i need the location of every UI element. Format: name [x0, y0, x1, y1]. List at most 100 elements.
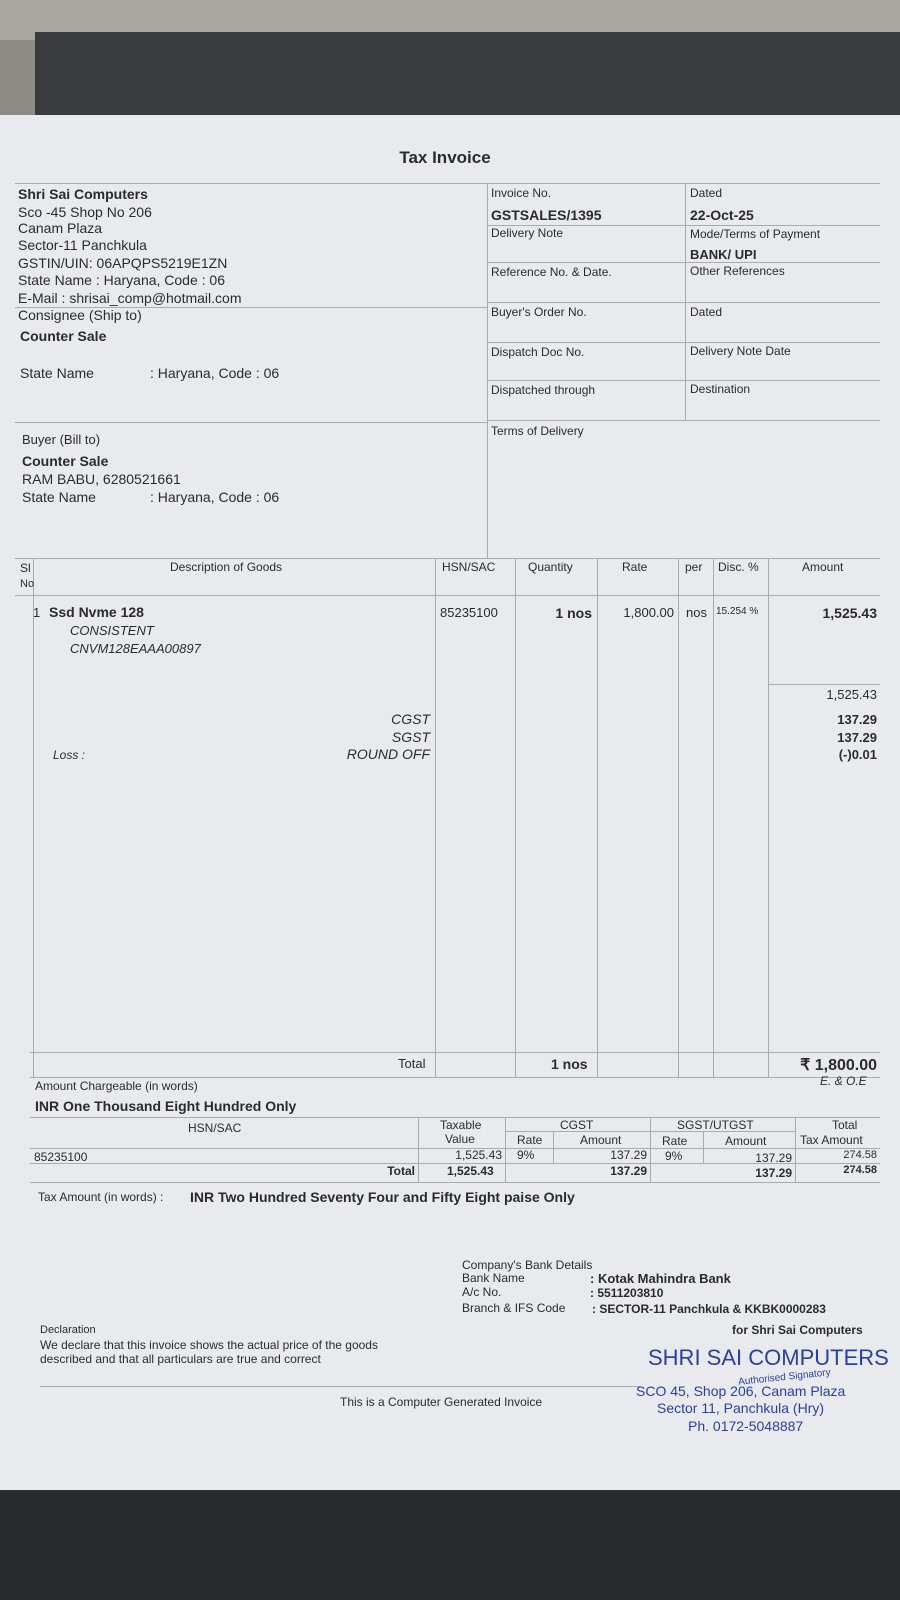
stamp-address: SCO 45, Shop 206, Canam Plaza: [636, 1383, 846, 1399]
seller-address-line: Sco -45 Shop No 206: [18, 204, 152, 220]
hsn-col-taxable: Taxable: [440, 1118, 482, 1132]
bank-title: Company's Bank Details: [462, 1258, 593, 1272]
buyer-label: Buyer (Bill to): [22, 432, 101, 447]
table-rule: [487, 342, 880, 343]
table-rule: [515, 558, 516, 1077]
invoice-no: GSTSALES/1395: [491, 207, 602, 223]
sgst-amount: 137.29: [837, 730, 877, 745]
table-rule: [487, 380, 880, 381]
declaration-text: We declare that this invoice shows the a…: [40, 1338, 378, 1352]
buyer-name: Counter Sale: [22, 453, 109, 469]
declaration-label: Declaration: [40, 1324, 96, 1336]
stamp-address: Sector 11, Panchkula (Hry): [657, 1400, 825, 1416]
hsn-total-sgst: 137.29: [755, 1166, 792, 1180]
table-rule: [30, 1117, 880, 1118]
roundoff-amount: (-)0.01: [838, 747, 877, 762]
account-label: A/c No.: [462, 1285, 502, 1299]
invoice-date: 22-Oct-25: [690, 207, 754, 223]
table-rule: [505, 1117, 506, 1182]
item-disc: 15.254 %: [716, 606, 759, 617]
tax-amount-in-words: INR Two Hundred Seventy Four and Fifty E…: [190, 1189, 575, 1205]
table-rule: [487, 225, 880, 226]
buyer-contact: RAM BABU, 6280521661: [22, 471, 181, 487]
invoice-title: Tax Invoice: [399, 148, 491, 167]
terms-label: Terms of Delivery: [491, 424, 584, 438]
col-disc: Disc. %: [718, 560, 759, 574]
dated-label: Dated: [690, 186, 723, 200]
table-rule: [768, 558, 769, 1077]
tax-words-label: Tax Amount (in words) :: [38, 1190, 164, 1204]
item-qty: 1 nos: [555, 605, 592, 621]
table-rule: [795, 1117, 796, 1182]
payment-mode: BANK/ UPI: [690, 247, 757, 262]
background-surface: [35, 32, 900, 122]
item-serial: CNVM128EAAA00897: [70, 641, 201, 656]
table-rule: [685, 183, 686, 420]
destination-label: Destination: [690, 382, 751, 396]
total-label: Total: [398, 1056, 426, 1071]
roundoff-label: ROUND OFF: [346, 746, 430, 762]
table-rule: [487, 420, 880, 421]
declaration-text: described and that all particulars are t…: [40, 1352, 321, 1366]
col-hsn: HSN/SAC: [442, 560, 496, 574]
table-rule: [30, 1163, 880, 1164]
amount-words-label: Amount Chargeable (in words): [35, 1079, 198, 1093]
buyer-state-label: State Name: [22, 489, 96, 505]
hsn-col-cgst-amount: Amount: [580, 1133, 622, 1147]
table-rule: [30, 1052, 880, 1053]
hsn-total-label: Total: [387, 1164, 415, 1178]
table-rule: [713, 558, 714, 1077]
col-quantity: Quantity: [528, 560, 573, 574]
table-rule: [15, 183, 880, 184]
buyer-state-value: : Haryana, Code : 06: [150, 489, 280, 505]
consignee-label: Consignee (Ship to): [18, 307, 142, 323]
item-per: nos: [686, 605, 707, 620]
table-rule: [15, 422, 487, 423]
amount-in-words: INR One Thousand Eight Hundred Only: [35, 1098, 297, 1114]
table-rule: [768, 684, 880, 685]
seller-name: Shri Sai Computers: [18, 186, 148, 202]
table-rule: [435, 558, 436, 1077]
loss-label: Loss :: [53, 748, 86, 762]
branch-label: Branch & IFS Code: [462, 1301, 566, 1315]
col-sl-no: No: [20, 578, 35, 590]
consignee-name: Counter Sale: [20, 328, 107, 344]
table-rule: [33, 558, 34, 1077]
seller-email: E-Mail : shrisai_comp@hotmail.com: [18, 290, 242, 306]
hsn-row-sgst-rate: 9%: [665, 1149, 683, 1163]
hsn-col-cgst-rate: Rate: [517, 1133, 543, 1147]
hsn-total-taxable: 1,525.43: [447, 1164, 494, 1178]
seller-gstin: GSTIN/UIN: 06APQPS5219E1ZN: [18, 255, 228, 271]
consignee-state-label: State Name: [20, 365, 94, 381]
hsn-row-cgst-amount: 137.29: [610, 1148, 647, 1162]
account-number: : 5511203810: [590, 1286, 664, 1300]
eoe: E. & O.E: [820, 1074, 867, 1088]
table-rule: [597, 558, 598, 1077]
table-rule: [30, 1182, 880, 1183]
hsn-total-tax: 274.58: [843, 1164, 877, 1176]
table-rule: [30, 1148, 880, 1149]
bank-name-label: Bank Name: [462, 1271, 525, 1285]
hsn-col-cgst: CGST: [560, 1118, 594, 1132]
reference-label: Reference No. & Date.: [491, 265, 612, 279]
table-rule: [418, 1117, 419, 1182]
table-rule: [487, 262, 880, 263]
item-brand: CONSISTENT: [70, 623, 154, 638]
footer-note: This is a Computer Generated Invoice: [340, 1395, 543, 1409]
hsn-col-value: Value: [445, 1132, 475, 1146]
cgst-amount: 137.29: [837, 712, 877, 727]
background-surface-bottom: [0, 1480, 900, 1600]
item-amount: 1,525.43: [822, 605, 878, 621]
total-amount: ₹ 1,800.00: [800, 1057, 877, 1074]
hsn-row-taxable: 1,525.43: [455, 1148, 502, 1162]
table-rule: [487, 183, 488, 558]
col-sl: Sl: [20, 561, 31, 575]
subtotal: 1,525.43: [826, 687, 877, 702]
consignee-state-value: : Haryana, Code : 06: [150, 365, 280, 381]
hsn-row-sgst-amount: 137.29: [755, 1151, 792, 1165]
delivery-note-label: Delivery Note: [491, 226, 564, 240]
hsn-total-cgst: 137.29: [610, 1164, 647, 1178]
table-rule: [15, 595, 880, 596]
table-rule: [30, 1077, 880, 1078]
total-qty: 1 nos: [551, 1056, 588, 1072]
